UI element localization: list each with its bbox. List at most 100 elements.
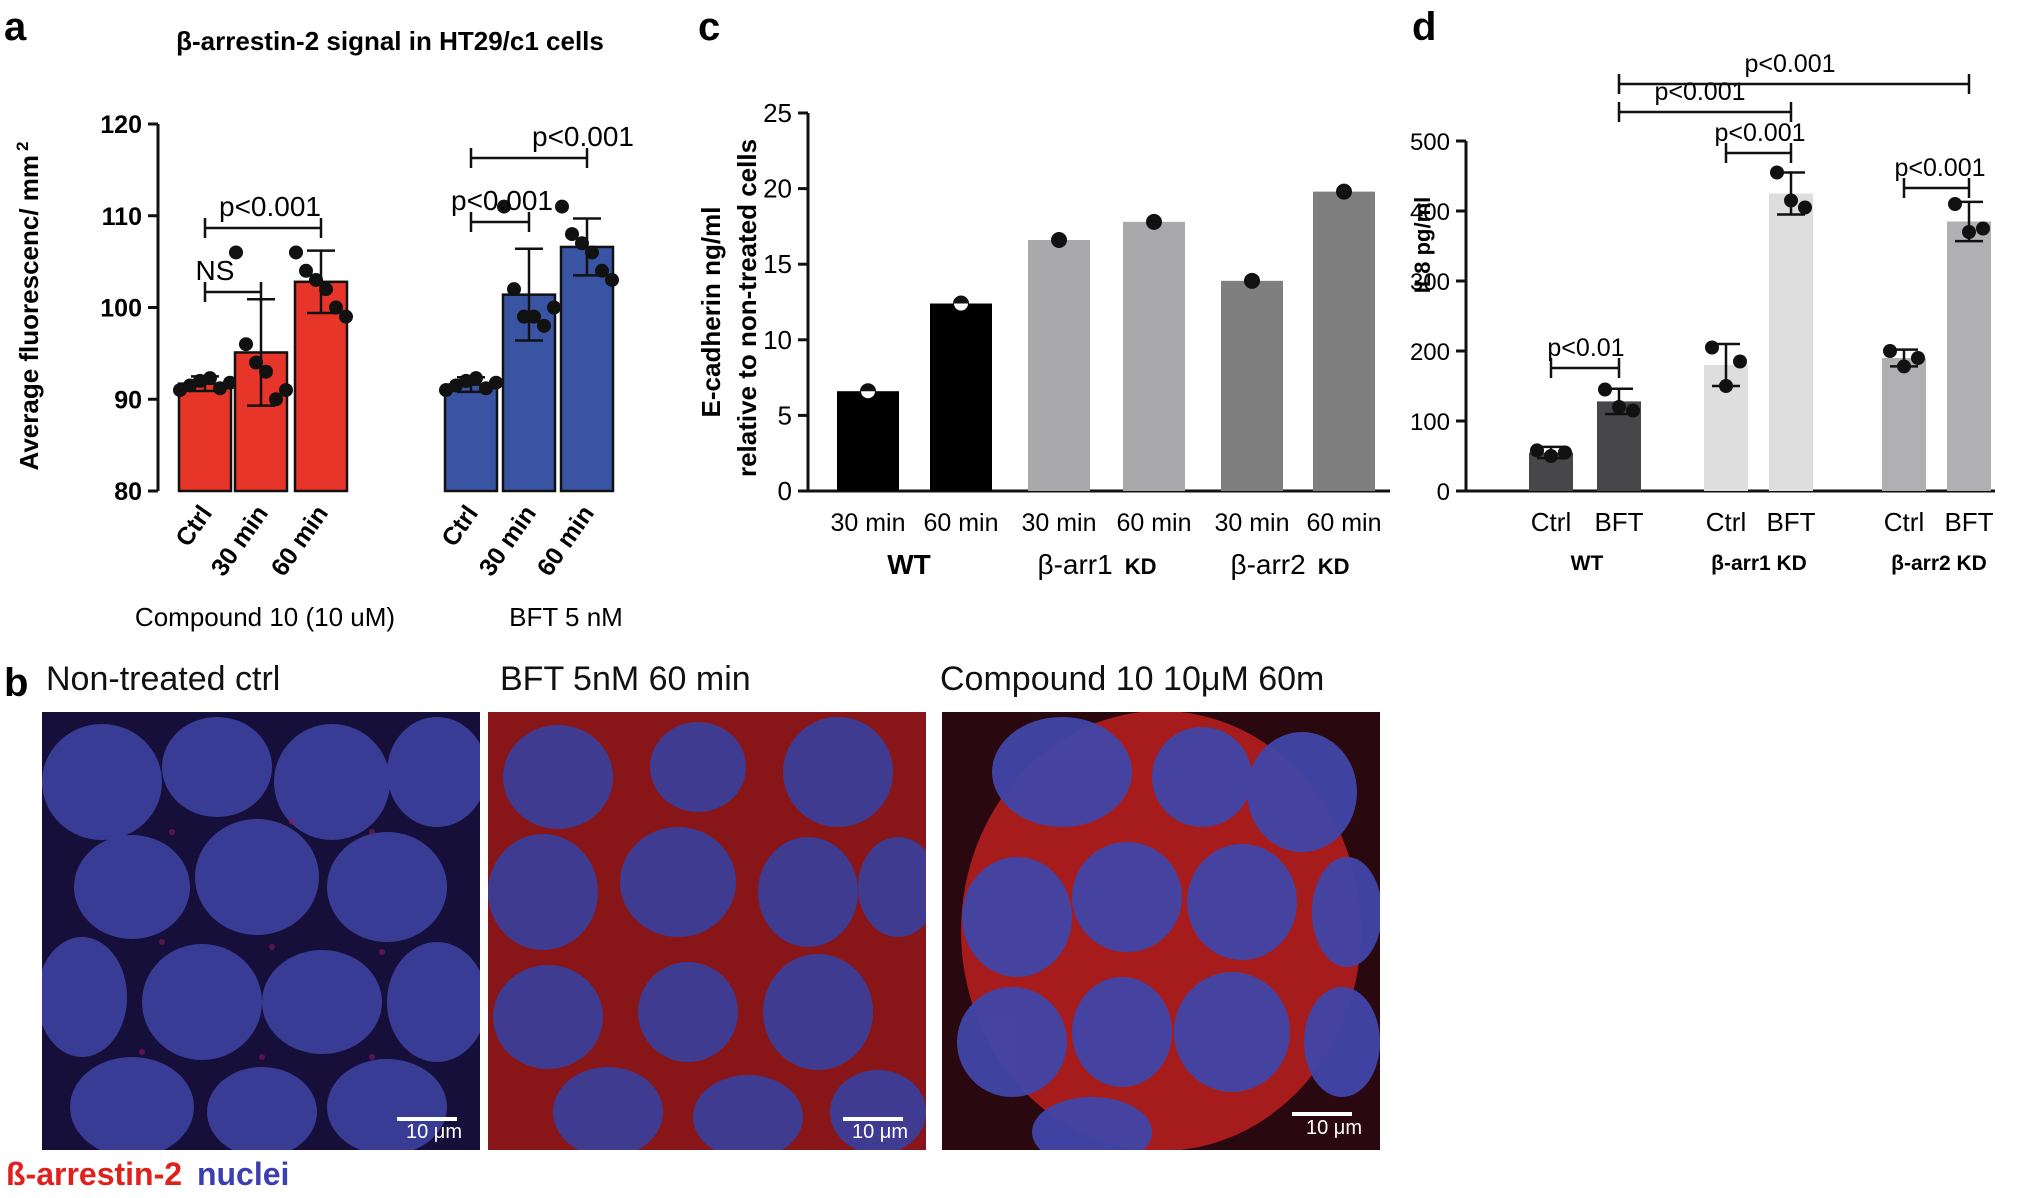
chart-a-point-4-5 [547, 300, 561, 315]
micrograph-compound10: 10 μm [942, 712, 1380, 1150]
chart-a-point-1-2 [249, 355, 263, 370]
chart-a-point-5-4 [595, 263, 609, 278]
panel-letter-d: d [1412, 5, 1436, 49]
chart-a-point-2-4 [329, 300, 343, 315]
chart-a-point-2-1 [299, 263, 313, 278]
chart-d-cat-label-3: BFT [1766, 507, 1815, 537]
chart-d-cat-label-5: BFT [1944, 507, 1993, 537]
chart-c-group-label-1: β-arr1 KD [1037, 549, 1156, 580]
chart-c-cat-label-0: 30 min [830, 509, 905, 537]
chart-d-cat-label-0: Ctrl [1531, 507, 1571, 537]
chart-a-bar-2 [293, 280, 349, 493]
chart-a-point-2-2 [309, 272, 323, 287]
chart-c-group-2-suffix: KD [1318, 554, 1350, 579]
micrograph-image-1 [488, 712, 926, 1150]
chart-a-group-label-0: Compound 10 (10 uM) [135, 602, 395, 632]
chart-d-point-2-0 [1705, 340, 1719, 355]
chart-d-bar-3 [1769, 193, 1813, 491]
micrograph-legend: ß-arrestin-2 nuclei [6, 1156, 289, 1193]
chart-a-ytick-label-4: 120 [100, 111, 142, 139]
legend-beta-arrestin: ß-arrestin-2 [6, 1156, 183, 1192]
chart-a-bar-5 [559, 245, 615, 493]
chart-a-title: β-arrestin-2 signal in HT29/c1 cells [176, 26, 604, 56]
chart-a-point-4-4 [537, 318, 551, 333]
chart-c-cat-label-2: 30 min [1021, 509, 1096, 537]
chart-c-ylabel-line-2: relative to non-treated cells [732, 139, 762, 477]
chart-a-bar-3 [443, 383, 499, 493]
chart-a-ylabel: Average fluorescenc/ mm 2 [13, 142, 44, 471]
micrograph-image-0 [42, 712, 480, 1150]
chart-c-cat-label-3: 60 min [1116, 509, 1191, 537]
chart-a-cat-label-3: Ctrl [436, 500, 484, 551]
chart-c-bar-1 [930, 303, 992, 491]
chart-d-point-3-1 [1784, 193, 1798, 208]
chart-a-point-1-0 [229, 245, 243, 260]
chart-c-mark-half-1 [954, 303, 969, 311]
chart-d-point-3-0 [1770, 165, 1784, 180]
chart-d-ylabel: IL8 pg/ml [1410, 197, 1435, 294]
chart-d-ytick-label-5: 500 [1410, 129, 1450, 156]
chart-a-point-1-3 [259, 364, 273, 379]
chart-c-bar-5 [1313, 191, 1375, 491]
chart-a-sig-label-0: NS [196, 255, 235, 286]
micrograph-bft: 10 μm [488, 712, 926, 1150]
chart-d-group-label-1: β-arr1 KD [1711, 552, 1807, 575]
chart-a-point-5-3 [585, 245, 599, 260]
chart-c-ylabel-line-1: E-cadherin ng/ml [696, 207, 726, 418]
chart-d-point-2-2 [1733, 354, 1747, 369]
micrograph-title-0: Non-treated ctrl [46, 660, 281, 698]
chart-c-group-2-main: β-arr2 [1230, 549, 1305, 580]
chart-c-mark-2 [1051, 232, 1067, 249]
chart-d-ytick-label-3: 300 [1410, 269, 1450, 296]
chart-c-mark-half-0 [861, 391, 875, 399]
chart-c-mark-5 [1336, 183, 1352, 200]
chart-d-point-0-0 [1530, 443, 1544, 458]
chart-a-point-1-4 [269, 392, 283, 407]
chart-d-point-0-2 [1558, 445, 1572, 460]
chart-d-cat-label-2: Ctrl [1706, 507, 1746, 537]
micrograph-title-1: BFT 5nM 60 min [500, 660, 751, 698]
chart-d-ytick-label-1: 100 [1410, 409, 1450, 436]
chart-d-point-5-2 [1976, 221, 1990, 236]
chart-a-point-1-5 [279, 383, 293, 398]
chart-d-group-label-2: β-arr2 KD [1891, 552, 1987, 575]
chart-a-ylabel-main: Average fluorescenc/ mm [14, 155, 44, 471]
chart-c-group-label-2: β-arr2 KD [1230, 549, 1349, 580]
chart-d-sig-label-0: p<0.01 [1547, 334, 1624, 362]
chart-c-mark-4 [1244, 272, 1260, 289]
chart-d-cat-label-4: Ctrl [1884, 507, 1924, 537]
chart-c: 0 5 10 15 20 25 30 min 60 min 30 min 60 min 30 min… [763, 98, 1390, 537]
chart-d-point-4-2 [1911, 351, 1925, 365]
chart-a-point-1-1 [239, 337, 253, 352]
chart-a-ytick-label-0: 80 [114, 478, 142, 506]
chart-a-sig-label-1: p<0.001 [219, 191, 321, 222]
chart-a-cat-label-0: Ctrl [170, 500, 218, 551]
chart-c-bar-3 [1123, 221, 1185, 491]
chart-a-ytick-label-2: 100 [100, 295, 142, 323]
chart-d-ytick-label-2: 200 [1410, 339, 1450, 366]
chart-c-ytick-label-1: 5 [778, 400, 792, 430]
legend-nuclei: nuclei [196, 1156, 290, 1192]
chart-d-group-label-0: WT [1571, 552, 1604, 575]
chart-a-point-5-2 [575, 236, 589, 251]
chart-c-ytick-label-0: 0 [778, 476, 792, 506]
chart-c-cat-label-4: 30 min [1214, 509, 1289, 537]
chart-a-bar-0 [177, 382, 233, 493]
chart-a-point-0-5 [223, 375, 237, 390]
chart-a-cat-label-4: 30 min [474, 500, 542, 581]
micrograph-non-treated: 10 μm [42, 712, 480, 1150]
chart-a-point-4-3 [527, 309, 541, 324]
chart-a-point-5-5 [605, 272, 619, 287]
chart-c-group-1-main: β-arr1 [1037, 549, 1112, 580]
chart-d-sig-label-3: p<0.001 [1654, 78, 1745, 106]
chart-c-bar-2 [1028, 240, 1090, 491]
chart-d-bar-4 [1882, 358, 1926, 491]
chart-a-cat-label-5: 60 min [532, 500, 600, 581]
chart-d-point-5-1 [1962, 225, 1976, 239]
chart-c-ytick-label-3: 15 [763, 249, 792, 279]
chart-a-point-0-3 [203, 371, 217, 386]
chart-d: 0 100 200 300 400 500 Ctrl BFT Ctrl BFT Ctrl BFT p<0… [1410, 50, 1995, 537]
chart-a-point-4-0 [497, 199, 511, 214]
micrograph-scale-1: 10 μm [852, 1121, 908, 1143]
